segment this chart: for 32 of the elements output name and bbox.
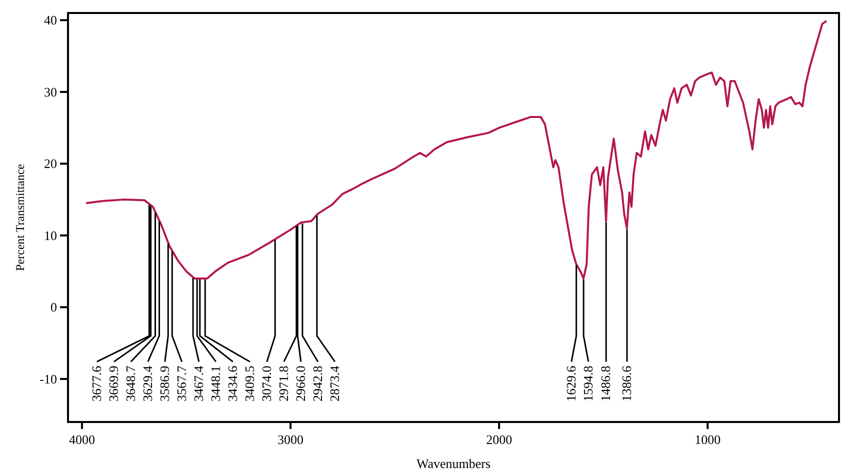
- annotation: 3677.6: [88, 365, 104, 402]
- x-tick-label: 1000: [694, 432, 721, 447]
- y-tick-label: 0: [50, 300, 57, 315]
- annotation: 3467.4: [190, 365, 206, 402]
- annotation: 3448.1: [208, 366, 223, 402]
- annotation: 3648.7: [122, 365, 138, 402]
- annotation: 1629.6: [563, 365, 578, 402]
- x-tick-label: 4000: [68, 432, 95, 447]
- annotation: 1486.8: [598, 366, 614, 402]
- y-tick-label: 40: [44, 12, 57, 28]
- x-tick-label: 2000: [486, 432, 512, 447]
- annotation: 3434.6: [224, 365, 240, 402]
- annotation: 2873.4: [326, 365, 342, 402]
- annotation: 3586.9: [156, 366, 172, 402]
- annotation: 3409.5: [242, 366, 257, 402]
- x-tick-label: 3000: [278, 432, 304, 447]
- y-tick-label: 30: [44, 84, 57, 100]
- y-axis-title: Percent Transmittance: [13, 164, 27, 271]
- annotation: 1594.8: [580, 366, 596, 402]
- annotation: 3567.7: [174, 365, 189, 402]
- annotation: 2966.0: [292, 366, 308, 402]
- annotation: 3629.4: [140, 365, 155, 402]
- y-tick-label: 20: [44, 156, 57, 172]
- annotation: 2942.8: [310, 366, 325, 402]
- annotation: 3074.0: [258, 366, 274, 402]
- annotation: 3669.9: [106, 366, 121, 402]
- y-tick-label: -10: [40, 371, 57, 386]
- x-axis-title: Wavenumbers: [416, 456, 491, 470]
- line-series: [85, 20, 828, 280]
- annotation: 2971.8: [276, 366, 291, 402]
- y-tick-label: 10: [44, 228, 57, 243]
- annotation: 1386.6: [618, 365, 634, 402]
